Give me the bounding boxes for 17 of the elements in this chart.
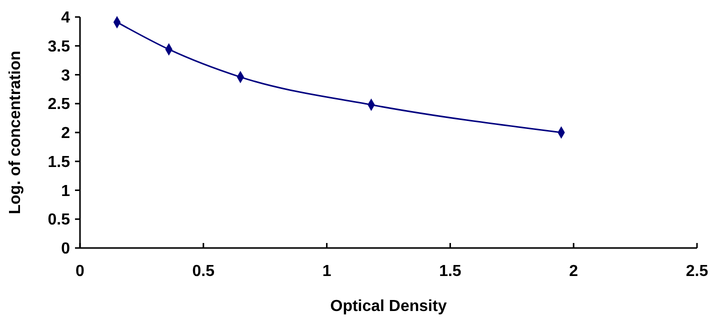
x-tick-label: 0.5 xyxy=(192,263,215,280)
x-tick-label: 1.5 xyxy=(439,263,462,280)
x-tick-label: 2 xyxy=(569,263,578,280)
y-tick-label: 1.5 xyxy=(48,154,70,171)
x-axis-title: Optical Density xyxy=(330,298,447,315)
y-tick-label: 3.5 xyxy=(48,38,70,56)
y-tick-label: 1 xyxy=(61,182,70,200)
y-tick-label: 2.5 xyxy=(48,96,70,114)
y-tick-label: 0 xyxy=(61,240,70,258)
y-tick-label: 4 xyxy=(61,10,70,27)
y-tick-label: 2 xyxy=(61,125,70,142)
x-tick-label: 0 xyxy=(76,263,85,280)
x-tick-label: 1 xyxy=(322,263,332,280)
y-tick-label: 3 xyxy=(61,67,70,84)
y-axis-title: Log. of concentration xyxy=(7,50,24,214)
x-tick-label: 2.5 xyxy=(686,263,708,280)
y-tick-label: 0.5 xyxy=(48,212,70,229)
